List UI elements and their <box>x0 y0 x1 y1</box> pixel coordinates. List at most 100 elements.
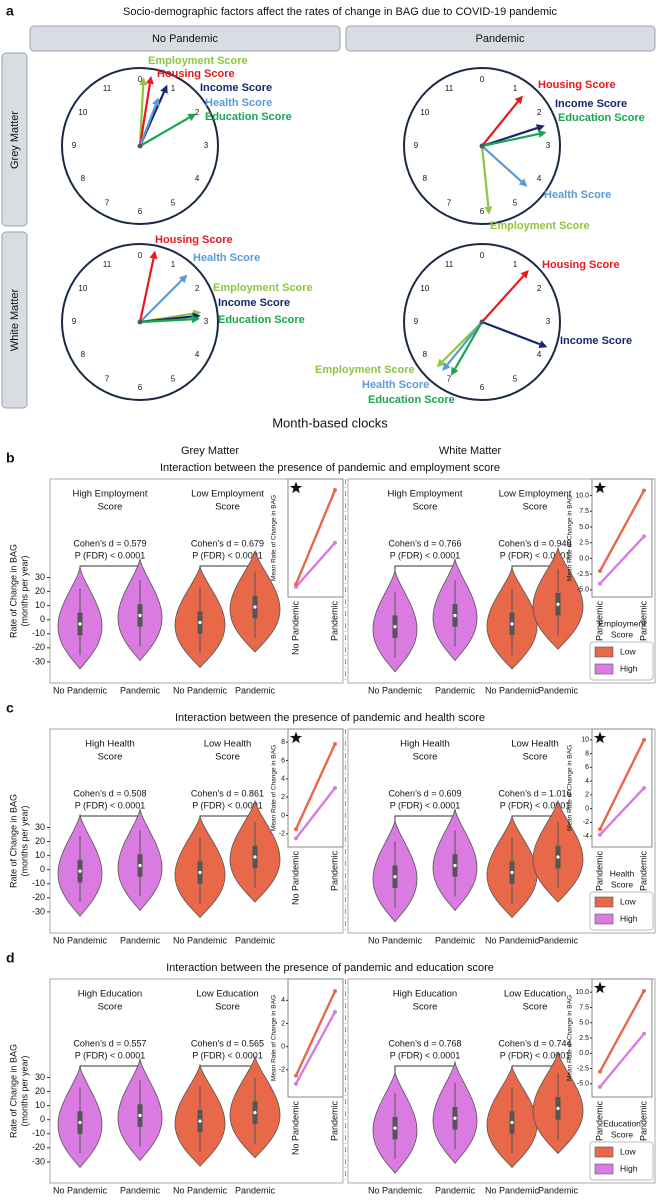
group-label: Low Employment <box>499 489 572 500</box>
inset-line <box>598 990 646 1073</box>
median <box>393 1126 397 1130</box>
clock-arrow <box>481 132 539 148</box>
clock-number: 1 <box>513 84 518 93</box>
group-label: Low Health <box>511 739 559 750</box>
x-tick-label: Pandemic <box>538 685 579 695</box>
clock-arrow <box>138 104 157 147</box>
y-tick-label: 0 <box>40 864 45 874</box>
panel-letter: a <box>6 3 14 19</box>
p-value: P (FDR) < 0.0001 <box>192 1050 263 1060</box>
clock-arrow <box>454 321 483 370</box>
y-tick-label: -20 <box>32 642 45 652</box>
group-label: High Employment <box>73 489 148 500</box>
arrow-label: Education Score <box>205 111 292 123</box>
x-tick-label: Pandemic <box>120 935 161 945</box>
y-tick-label: 10 <box>35 850 45 860</box>
group-label: Low Health <box>204 739 252 750</box>
inset-y-tick-label: 7.5 <box>579 1004 589 1011</box>
effect-size: Cohen’s d = 0.861 <box>191 788 264 798</box>
clock-number: 5 <box>513 198 518 207</box>
clock-number: 2 <box>537 108 542 117</box>
effect-size: Cohen’s d = 0.744 <box>498 1038 571 1048</box>
inset-y-tick-label: -2.5 <box>577 1065 589 1072</box>
inset-point <box>333 1009 337 1014</box>
inset-line <box>599 787 645 836</box>
y-tick-label: 0 <box>40 614 45 624</box>
effect-size: Cohen’s d = 1.016 <box>498 788 571 798</box>
effect-size: Cohen’s d = 0.948 <box>498 538 571 548</box>
arrow-head <box>520 269 529 279</box>
inset-line <box>599 1032 645 1088</box>
group-label: Low Employment <box>191 489 264 500</box>
inset-point <box>333 488 337 493</box>
x-tick-label: No Pandemic <box>368 935 423 945</box>
y-tick-label: -10 <box>32 878 45 888</box>
clock-number: 4 <box>195 350 200 359</box>
arrow-label: Health Score <box>544 189 611 201</box>
inset-y-tick-label: 10.0 <box>575 989 589 996</box>
legend-swatch <box>594 896 614 908</box>
inset-line <box>294 1011 337 1085</box>
clock-number: 7 <box>447 374 452 383</box>
arrow-label: Health Score <box>205 97 272 109</box>
inset-point <box>598 569 602 573</box>
inset-y-label: Mean Rate of Change in BAG <box>271 995 278 1081</box>
inset-y-tick-label: -5.0 <box>577 1081 589 1088</box>
inset-y-tick-label: -4 <box>583 833 589 840</box>
legend-swatch <box>594 1146 614 1158</box>
effect-size: Cohen’s d = 0.579 <box>73 538 146 548</box>
inset-y-tick-label: 2 <box>281 1020 285 1027</box>
x-tick-label: Pandemic <box>120 685 161 695</box>
significance-star <box>593 981 607 994</box>
group-label: High Education <box>78 989 142 1000</box>
legend-title: Health <box>610 868 635 878</box>
inset-point <box>642 786 646 790</box>
clock-center <box>137 319 143 325</box>
clock-number: 9 <box>72 141 77 150</box>
panel-letter: b <box>6 450 15 466</box>
clock-number: 10 <box>78 284 87 293</box>
inset-point <box>598 832 602 837</box>
inset-x-label: Pandemic <box>329 851 339 892</box>
clock-number: 8 <box>81 174 86 183</box>
inset-y-tick-label: 0 <box>281 1044 285 1051</box>
inset-line <box>598 739 646 830</box>
inset-y-tick-label: 5.0 <box>579 524 589 531</box>
effect-size: Cohen’s d = 0.679 <box>191 538 264 548</box>
x-tick-label: No Pandemic <box>173 935 228 945</box>
inset-y-tick-label: 6 <box>585 764 589 771</box>
clock-arrow <box>481 275 525 323</box>
effect-size: Cohen’s d = 0.609 <box>388 788 461 798</box>
inset-y-tick-label: 4 <box>281 776 285 783</box>
matter-header: White Matter <box>439 445 502 457</box>
x-tick-label: Pandemic <box>235 1185 276 1195</box>
median <box>78 622 82 626</box>
median <box>453 613 457 618</box>
group-label: Score <box>98 752 123 763</box>
arrow-label: Housing Score <box>538 79 616 91</box>
clock-number: 6 <box>480 383 485 392</box>
arrow-head <box>538 340 548 348</box>
arrow-label: Income Score <box>200 82 272 94</box>
arrow-head <box>152 97 160 107</box>
panel-title: Interaction between the presence of pand… <box>160 462 500 474</box>
inset-frame <box>591 978 653 1098</box>
p-value: P (FDR) < 0.0001 <box>390 800 461 810</box>
arrow-head <box>451 366 459 376</box>
y-tick-label: 20 <box>35 1086 45 1096</box>
median <box>393 875 397 879</box>
median <box>556 1106 560 1111</box>
group-label: Score <box>98 502 123 513</box>
inset-line <box>294 489 337 585</box>
arrow-label: Income Score <box>560 335 632 347</box>
inset-frame <box>287 978 344 1098</box>
clock-number: 11 <box>445 260 454 269</box>
plot-frame <box>347 478 656 684</box>
inset-point <box>294 582 298 587</box>
effect-size: Cohen’s d = 0.768 <box>388 1038 461 1048</box>
inset-x-label: No Pandemic <box>594 601 604 656</box>
effect-size: Cohen’s d = 0.508 <box>73 788 146 798</box>
clock-arrow <box>139 318 192 324</box>
y-axis-label: (months per year) <box>19 555 29 626</box>
inset-line <box>294 743 337 830</box>
